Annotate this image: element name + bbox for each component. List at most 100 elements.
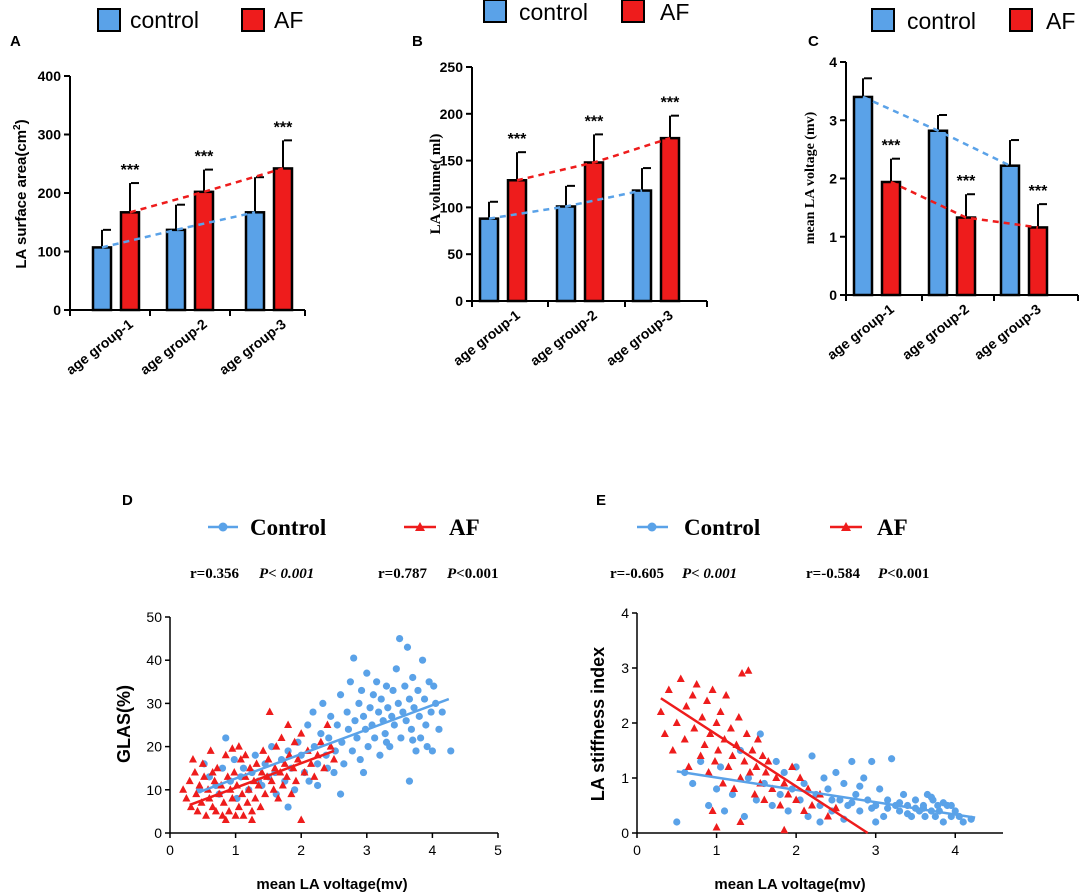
panel-a-chart: control AF LA surface area(cm2) 0 100 200 3…	[12, 7, 306, 378]
point-af	[198, 759, 207, 767]
point-af	[760, 795, 769, 803]
point-control	[389, 686, 397, 695]
point-af	[297, 729, 306, 737]
x-tick-label: 3	[363, 842, 371, 858]
bar-af	[506, 179, 528, 303]
point-af	[726, 724, 735, 732]
point-af	[764, 757, 773, 765]
point-control	[377, 695, 385, 703]
legend-label-af: AF	[660, 0, 689, 25]
y-tick-label: 150	[440, 153, 464, 169]
point-af	[742, 729, 751, 737]
point-af	[823, 812, 832, 820]
point-control	[422, 721, 430, 729]
point-af	[248, 806, 256, 815]
point-af	[246, 763, 255, 772]
y-tick-label: 1	[829, 229, 837, 245]
point-control	[939, 818, 947, 826]
point-control	[350, 654, 358, 662]
point-af	[656, 707, 665, 715]
point-control	[375, 708, 383, 716]
point-control	[856, 782, 864, 790]
point-control	[390, 721, 398, 729]
point-af	[210, 776, 219, 785]
trend-line-af	[129, 167, 284, 214]
point-af	[267, 776, 276, 785]
point-control	[355, 699, 363, 708]
bar-control	[478, 217, 500, 303]
point-control	[397, 734, 405, 742]
point-control	[409, 736, 417, 744]
bar-af	[880, 180, 902, 297]
point-af	[738, 669, 747, 677]
panel-e-chart: Control AF r=-0.605 P< 0.001 r=-0.584 P<0.…	[588, 515, 1003, 893]
point-af	[248, 815, 256, 824]
significance-marker: ***	[882, 138, 901, 155]
point-af	[676, 674, 685, 682]
point-control	[927, 793, 935, 801]
y-tick-label: 200	[38, 185, 62, 201]
point-control	[340, 760, 348, 768]
y-tick-label: 300	[38, 127, 62, 143]
panel-d-chart: Control AF r=0.356 P< 0.001 r=0.787 P<0.00…	[114, 515, 502, 893]
point-control	[816, 818, 824, 826]
point-control	[403, 643, 412, 651]
point-control	[416, 734, 425, 742]
point-control	[856, 807, 864, 815]
point-control	[330, 768, 338, 777]
point-af	[243, 798, 252, 806]
point-af	[208, 802, 217, 811]
bar-af	[583, 161, 605, 303]
point-control	[314, 781, 322, 790]
bar-af	[193, 190, 215, 312]
point-control	[447, 747, 455, 755]
point-control	[752, 796, 760, 804]
point-af	[225, 806, 234, 815]
stat-r-control: r=-0.605 P< 0.001	[610, 566, 737, 582]
point-af	[259, 746, 268, 754]
point-af	[228, 744, 237, 752]
y-tick-label: 2	[621, 715, 629, 731]
point-control	[772, 757, 780, 766]
point-af	[219, 798, 228, 806]
point-af	[231, 811, 240, 819]
point-af	[257, 768, 266, 776]
point-control	[784, 807, 792, 815]
point-af	[752, 762, 761, 770]
point-af	[211, 806, 220, 815]
y-tick-label: 40	[146, 652, 162, 668]
significance-marker: ***	[957, 173, 976, 190]
point-control	[705, 801, 713, 810]
point-control	[921, 812, 929, 821]
point-af	[193, 806, 202, 815]
legend-marker-control	[647, 522, 657, 532]
point-af	[710, 757, 719, 765]
point-control	[848, 757, 856, 766]
point-af	[316, 737, 325, 746]
point-control	[251, 751, 259, 759]
panel-a-legend: control AF	[97, 7, 303, 33]
y-tick-label: 10	[146, 782, 162, 798]
fit-line-control	[676, 770, 976, 819]
point-control	[895, 807, 904, 815]
legend-swatch-af	[1009, 8, 1033, 32]
point-af	[208, 768, 217, 776]
point-control	[868, 804, 876, 812]
point-control	[820, 774, 828, 782]
significance-marker: ***	[585, 113, 604, 130]
stat-r-af: r=-0.584 P<0.001	[806, 566, 929, 582]
legend-label-af: AF	[877, 515, 908, 540]
point-control	[959, 818, 967, 826]
point-af	[808, 801, 817, 809]
panel-b-letter: B	[412, 33, 423, 50]
legend-swatch-af	[621, 0, 645, 23]
point-af	[179, 785, 188, 793]
point-af	[712, 718, 721, 726]
point-control	[840, 779, 848, 788]
point-af	[307, 759, 316, 767]
point-af	[252, 759, 261, 767]
point-af	[285, 750, 294, 759]
point-af	[213, 763, 222, 772]
point-af	[206, 746, 215, 754]
fit-line-control	[199, 697, 450, 794]
